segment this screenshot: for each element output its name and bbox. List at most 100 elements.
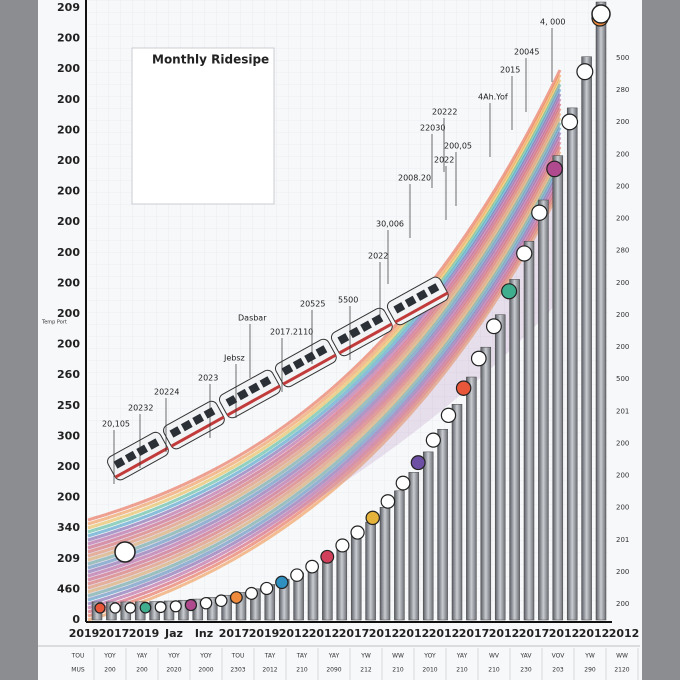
- x-axis-label: 2012: [429, 627, 460, 640]
- table-cell: 210: [296, 667, 308, 674]
- bar: [437, 428, 448, 621]
- annotation: 2008.20: [398, 174, 431, 183]
- train-window: [281, 364, 294, 376]
- bar: [221, 594, 232, 621]
- y-axis-label: 340: [57, 521, 80, 534]
- train-window: [192, 413, 205, 425]
- dot: [184, 598, 198, 612]
- y-axis-label: 0: [72, 613, 80, 626]
- x-axis-label: 2012: [549, 627, 580, 640]
- dot: [576, 63, 594, 81]
- bar: [509, 279, 520, 621]
- train-window: [248, 382, 260, 394]
- train-stripe: [114, 446, 169, 479]
- table-cell: 200: [104, 667, 116, 674]
- ribbon: [87, 88, 562, 538]
- right-axis-label: 200: [616, 439, 629, 447]
- annotation: 2023: [198, 374, 218, 383]
- annotation: 200,05: [444, 142, 472, 151]
- table-cell: 2000: [198, 667, 213, 674]
- dot: [380, 494, 396, 509]
- annotation: 22030: [420, 124, 445, 133]
- table-header: YAY: [456, 653, 468, 660]
- y-axis-label: 200: [57, 491, 80, 504]
- ribbons: [87, 69, 562, 622]
- bar: [322, 556, 333, 621]
- table-header: YOY: [167, 653, 180, 660]
- train-window: [427, 283, 440, 295]
- right-axis-label: 200: [616, 568, 629, 576]
- y-axis-label: 200: [57, 93, 80, 106]
- train-stripe: [226, 384, 281, 417]
- train: [107, 276, 449, 481]
- x-axis-label: 2012: [399, 627, 430, 640]
- table-cell: MUS: [71, 667, 85, 674]
- annotation: Dasbar: [238, 314, 267, 323]
- dot: [531, 204, 548, 221]
- y-axis-label: 300: [57, 429, 80, 442]
- y-axis-label: 460: [57, 582, 80, 595]
- annotation: 20045: [514, 48, 539, 57]
- table-cell: 2010: [422, 667, 437, 674]
- table-header: YAV: [519, 653, 532, 660]
- train-window: [337, 333, 350, 345]
- right-axis-label: 200: [616, 279, 629, 287]
- dot: [320, 549, 335, 564]
- y-axis-label: 200: [57, 32, 80, 45]
- dot: [214, 594, 228, 608]
- right-axis-label: 280: [616, 247, 629, 255]
- y-axis-label: 200: [57, 62, 80, 75]
- annotation: 2017.2110: [270, 328, 313, 337]
- train-window: [113, 457, 126, 469]
- dot: [154, 601, 167, 614]
- right-axis-label: 200: [616, 182, 629, 190]
- dot: [350, 525, 365, 540]
- annotation: 5500: [338, 296, 358, 305]
- ribbon: [87, 102, 562, 550]
- dot: [139, 601, 152, 614]
- x-axis-label: 2012: [279, 627, 310, 640]
- dot: [169, 600, 182, 613]
- dot: [546, 160, 563, 178]
- legend-box: [131, 47, 275, 205]
- table-cell: 200: [136, 667, 148, 674]
- bar: [566, 107, 578, 621]
- bar: [350, 534, 362, 621]
- annotation: 20,105: [102, 420, 130, 429]
- y-axis-label: 209: [57, 552, 80, 565]
- ribbon: [87, 98, 562, 546]
- dot: [516, 245, 533, 262]
- x-axis-label: 2017: [99, 627, 130, 640]
- x-axis-label: 2017: [219, 627, 250, 640]
- dot: [109, 602, 121, 614]
- table-cell: 203: [552, 667, 564, 674]
- dot: [245, 586, 259, 600]
- dot: [114, 541, 136, 563]
- dot: [229, 591, 243, 604]
- bar: [523, 240, 535, 621]
- ribbon: [87, 126, 562, 570]
- train-window: [236, 388, 249, 401]
- x-axis-label: 2017: [339, 627, 370, 640]
- train-stripe: [394, 291, 449, 324]
- x-axis-label: 2012: [609, 627, 640, 640]
- dot: [410, 455, 426, 471]
- table-header: YW: [584, 653, 595, 660]
- ribbon: [87, 146, 562, 586]
- table-header: WV: [489, 653, 500, 660]
- x-axis-label: 2017: [459, 627, 490, 640]
- ribbon: [87, 93, 562, 542]
- ribbon: [87, 179, 562, 614]
- right-axis-label: 200: [616, 311, 629, 319]
- bar: [552, 155, 564, 621]
- right-axis-label: 201: [616, 407, 629, 415]
- right-axis-label: 200: [616, 215, 629, 223]
- annotation: 2015: [500, 66, 520, 75]
- train-window: [304, 351, 316, 363]
- ribbon: [87, 112, 562, 558]
- y-axis-label: 200: [57, 123, 80, 136]
- table-cell: 2012: [262, 667, 277, 674]
- train-window: [292, 357, 305, 370]
- dot: [94, 602, 106, 614]
